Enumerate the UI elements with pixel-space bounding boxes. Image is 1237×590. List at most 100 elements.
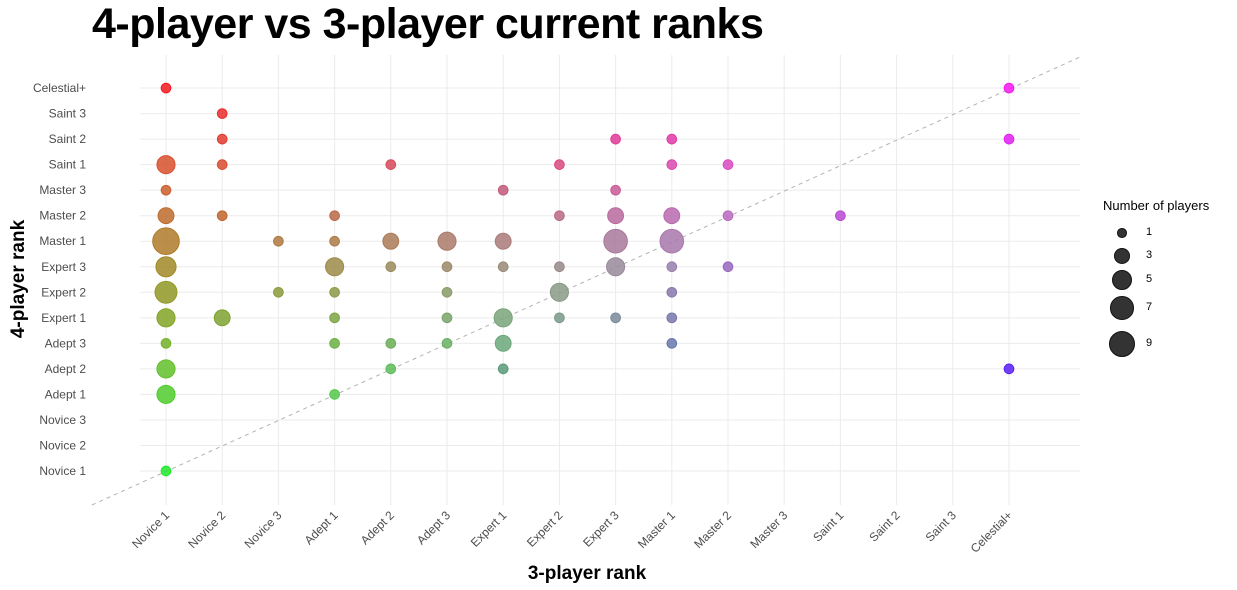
x-tick-label: Adept 3: [414, 508, 453, 547]
y-tick-label: Novice 1: [39, 464, 86, 478]
data-point: [1003, 133, 1015, 145]
data-point: [216, 133, 228, 145]
y-tick-label: Saint 1: [49, 158, 87, 172]
x-tick-label: Master 1: [635, 508, 678, 551]
data-point: [385, 261, 397, 273]
y-tick-label: Master 3: [39, 183, 86, 197]
data-point: [329, 338, 340, 349]
size-legend: Number of players 1 3 5 7 9: [1100, 198, 1237, 358]
data-point: [722, 210, 734, 222]
legend-label: 3: [1146, 249, 1153, 261]
x-tick-label: Expert 2: [524, 508, 566, 550]
data-point: [497, 184, 509, 196]
data-point: [610, 184, 621, 196]
data-point: [607, 207, 625, 225]
x-tick-label: Novice 1: [129, 508, 172, 551]
data-point: [493, 308, 513, 328]
legend-size-circle-icon: [1114, 248, 1130, 264]
y-axis-ticks: Novice 1 Novice 2 Novice 3 Adept 1 Adept 2 Ad…: [33, 81, 86, 478]
data-point: [549, 282, 569, 302]
data-point: [835, 210, 846, 222]
x-tick-label: Novice 3: [242, 508, 285, 551]
x-tick-label: Master 2: [691, 508, 734, 551]
legend-label: 9: [1146, 337, 1153, 349]
y-tick-label: Novice 2: [39, 438, 86, 452]
data-points: [152, 82, 1015, 477]
y-axis-title: 4-player rank: [8, 219, 29, 338]
data-point: [554, 210, 565, 222]
x-tick-label: Saint 2: [866, 508, 903, 545]
data-point: [152, 227, 180, 256]
data-point: [1003, 82, 1015, 94]
data-point: [157, 207, 175, 225]
data-point: [666, 133, 678, 145]
data-point: [160, 465, 172, 477]
data-point: [494, 232, 512, 250]
data-point: [385, 363, 397, 375]
y-tick-label: Expert 1: [41, 311, 86, 325]
legend-size-circle-icon: [1110, 296, 1134, 320]
x-tick-label: Adept 2: [358, 508, 397, 547]
data-point: [497, 261, 509, 273]
y-tick-label: Adept 2: [45, 362, 87, 376]
data-point: [154, 280, 178, 304]
gridlines: [140, 55, 1080, 505]
data-point: [554, 159, 565, 170]
data-point: [325, 257, 345, 277]
x-tick-label: Expert 3: [580, 508, 622, 550]
data-point: [273, 286, 284, 298]
legend-label: 5: [1146, 273, 1153, 285]
y-tick-label: Adept 1: [45, 387, 87, 401]
data-point: [156, 308, 176, 328]
y-tick-label: Saint 3: [49, 107, 87, 121]
data-point: [329, 235, 340, 247]
reference-diagonal-line: [91, 56, 1081, 506]
y-tick-label: Expert 3: [41, 260, 86, 274]
data-point: [156, 155, 176, 175]
y-tick-label: Master 2: [39, 209, 86, 223]
y-tick-label: Saint 2: [49, 132, 87, 146]
data-point: [329, 389, 340, 400]
data-point: [155, 256, 177, 278]
legend-label: 1: [1146, 226, 1153, 238]
data-point: [554, 312, 565, 324]
data-point: [494, 334, 512, 352]
x-axis-ticks: Novice 1 Novice 2 Novice 3 Adept 1 Adept 2 Ad…: [129, 508, 1015, 556]
data-point: [497, 363, 509, 375]
x-tick-label: Novice 2: [185, 508, 228, 551]
x-tick-label: Expert 1: [468, 508, 510, 550]
data-point: [329, 286, 340, 298]
data-point: [160, 82, 172, 94]
data-point: [213, 309, 231, 327]
data-point: [722, 261, 734, 273]
data-point: [659, 228, 685, 254]
data-point: [666, 286, 678, 298]
data-point: [156, 384, 176, 404]
y-tick-label: Master 1: [39, 234, 86, 248]
data-point: [160, 338, 172, 349]
legend-size-circle-icon: [1108, 330, 1136, 358]
data-point: [156, 359, 176, 379]
y-tick-label: Novice 3: [39, 413, 86, 427]
data-point: [666, 261, 678, 273]
data-point: [437, 231, 457, 251]
data-point: [441, 338, 453, 349]
data-point: [666, 312, 678, 324]
data-point: [441, 286, 453, 298]
legend-size-circle-icon: [1111, 269, 1133, 291]
data-point: [329, 210, 340, 222]
y-tick-label: Celestial+: [33, 81, 86, 95]
data-point: [663, 207, 681, 225]
data-point: [1003, 363, 1015, 375]
data-point: [666, 159, 678, 170]
chart-title: 4-player vs 3-player current ranks: [92, 0, 764, 48]
x-tick-label: Master 3: [747, 508, 790, 551]
data-point: [606, 257, 626, 277]
data-point: [441, 312, 453, 324]
legend-label: 7: [1146, 301, 1153, 313]
data-point: [610, 312, 621, 324]
x-tick-label: Saint 1: [810, 508, 847, 545]
data-point: [329, 312, 340, 324]
x-tick-label: Adept 1: [302, 508, 341, 547]
